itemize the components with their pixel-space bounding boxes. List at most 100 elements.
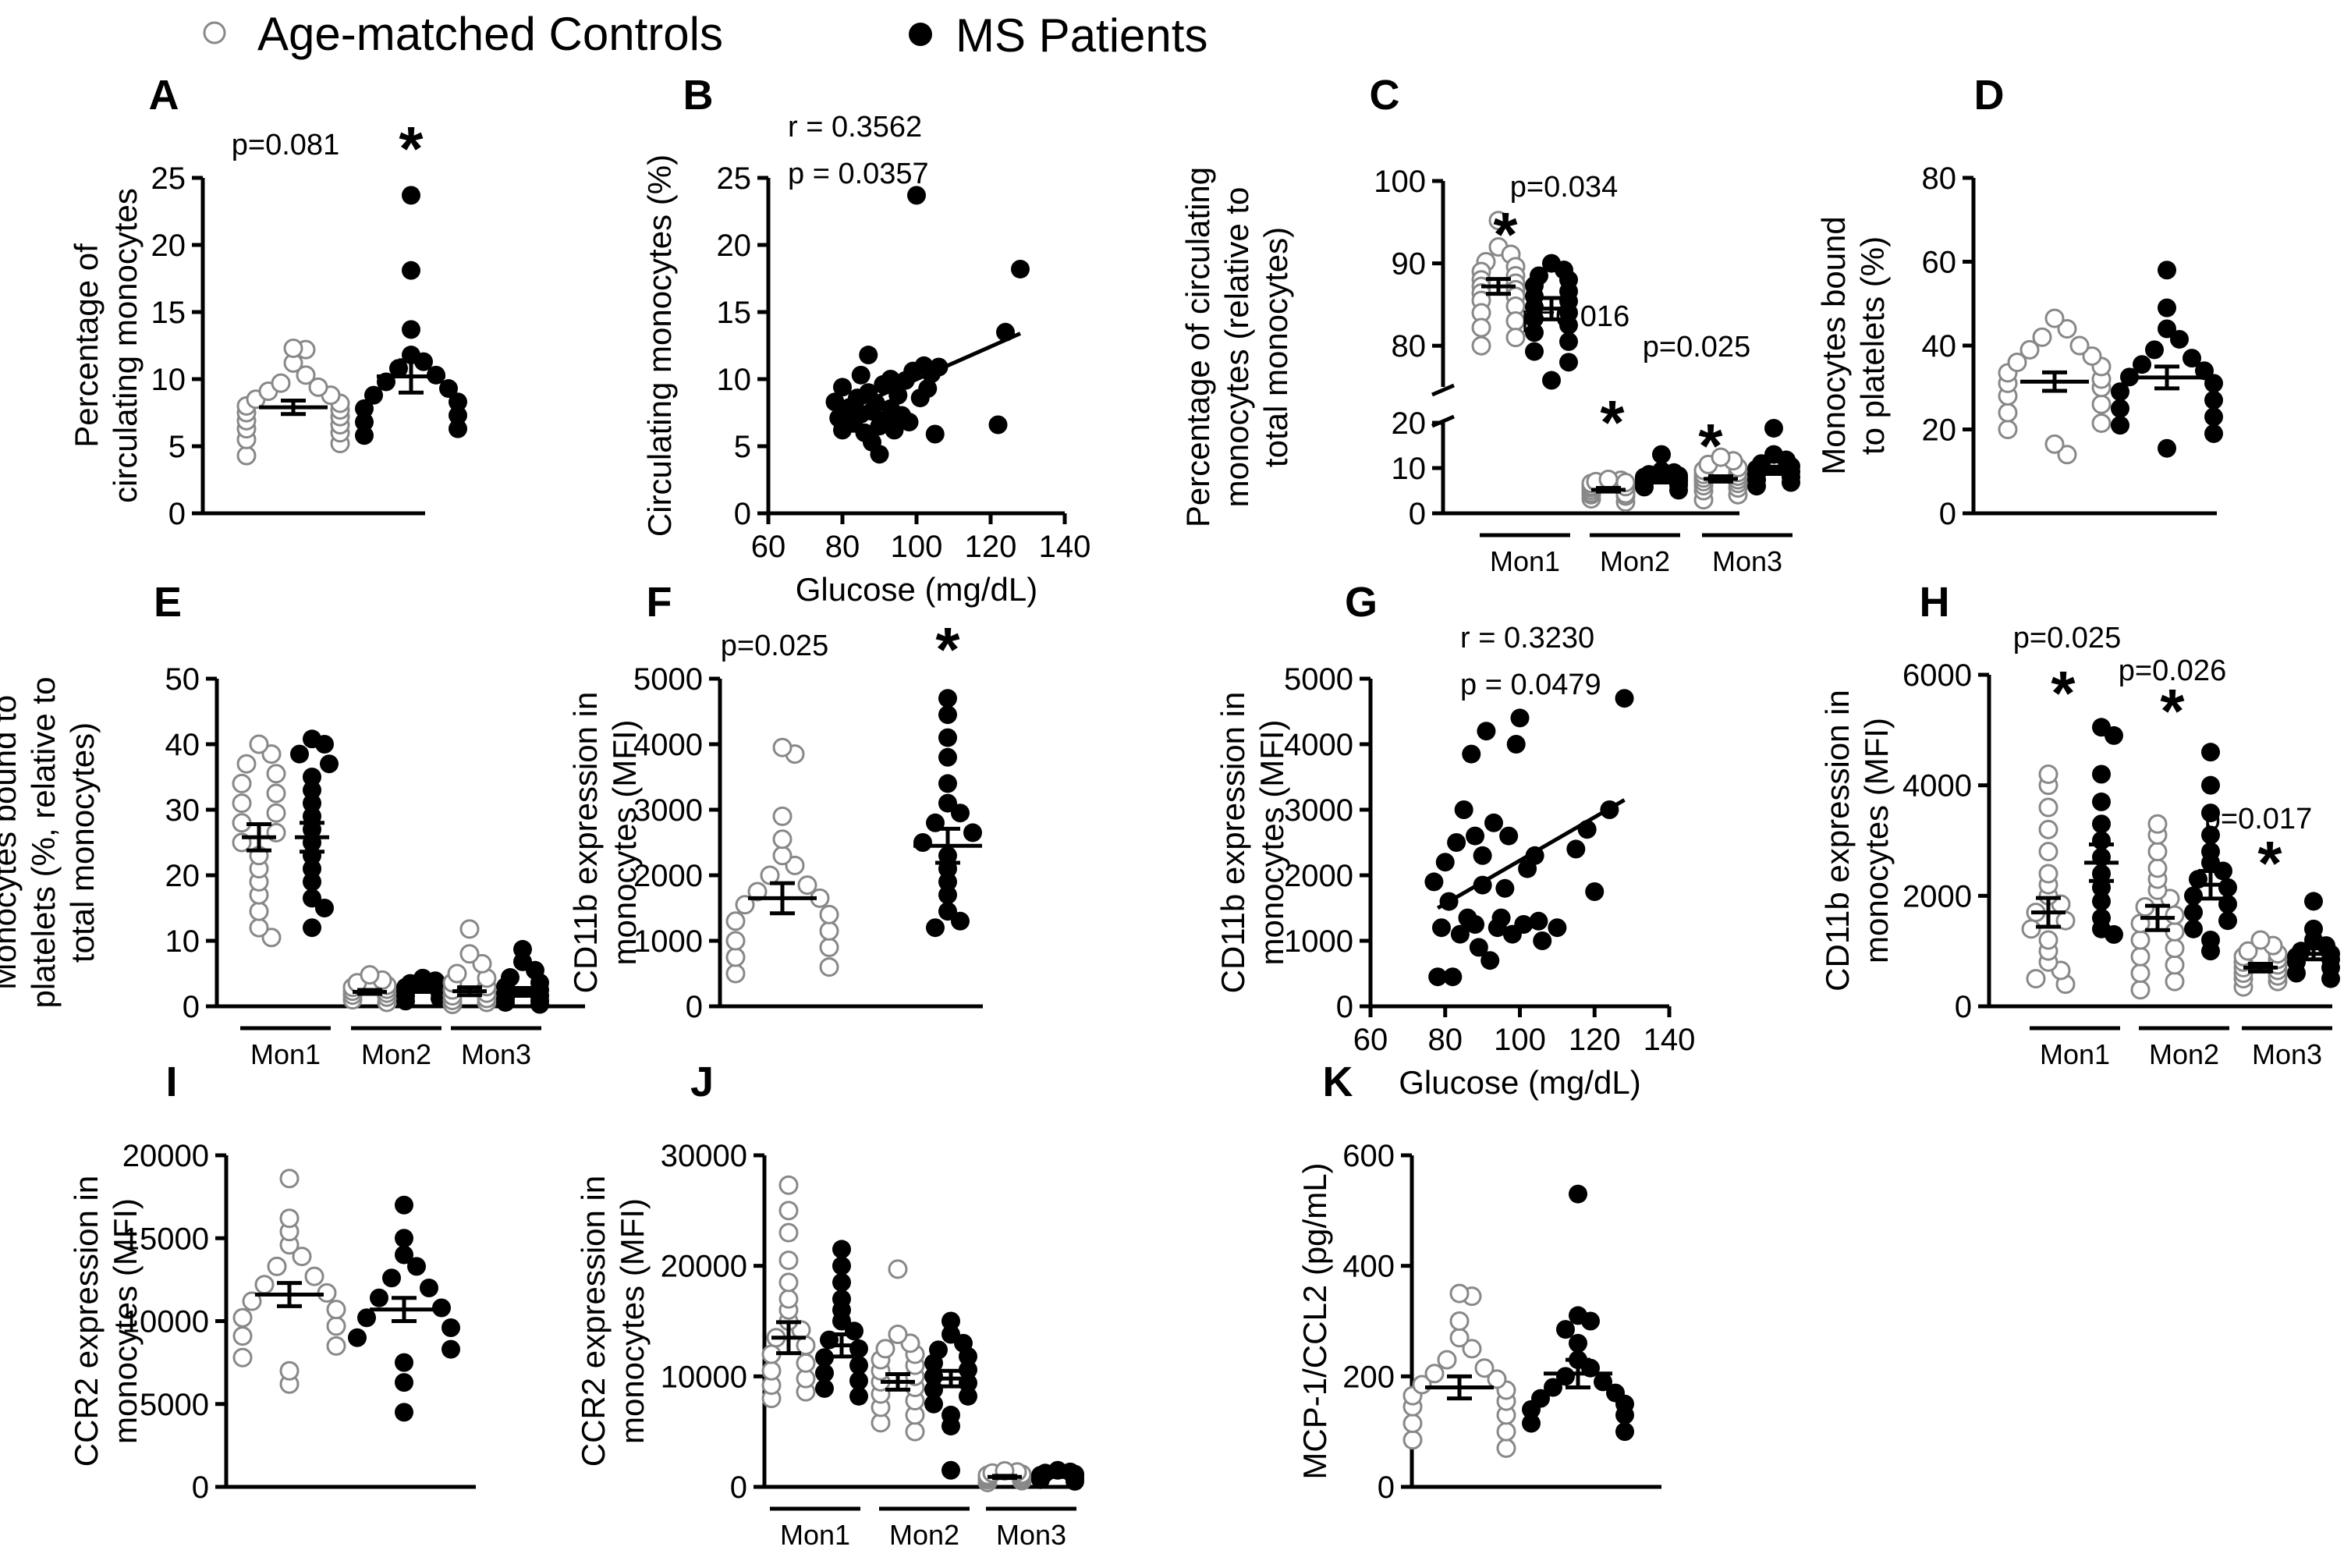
data-point (941, 1311, 960, 1331)
y-tick-label: 0 (168, 497, 186, 531)
data-point (2092, 908, 2111, 928)
data-point (2057, 319, 2077, 339)
data-point (1514, 915, 1534, 934)
significance-star: * (2257, 828, 2282, 898)
data-point (249, 917, 269, 938)
data-point (2133, 355, 2151, 374)
data-point (355, 413, 374, 432)
data-point (1606, 1383, 1625, 1403)
y-tick-label: 0 (686, 990, 703, 1024)
data-point (1615, 689, 1634, 708)
significance-star: * (399, 114, 424, 183)
significance-star: * (1600, 388, 1625, 457)
category-label: Mon3 (461, 1038, 531, 1070)
data-point (772, 806, 793, 826)
y-tick-label: 4000 (1284, 728, 1353, 762)
data-point (2130, 963, 2151, 983)
data-point (725, 947, 746, 967)
y-tick-label: 40 (165, 728, 200, 762)
data-point (1435, 853, 1455, 872)
data-point (1711, 447, 1731, 467)
panel-g: G 0 1000 2000 3000 4000 5000 60 80 100 120 140Gluco… (1215, 579, 1695, 1101)
data-point (918, 379, 938, 399)
y-axis-title: CD11b expression in (1819, 690, 1856, 992)
data-point (2111, 399, 2129, 418)
data-point (459, 919, 480, 939)
data-point (725, 963, 746, 984)
y-tick-label: 40 (1922, 329, 1957, 364)
y-tick-label: 2000 (1284, 859, 1353, 893)
data-point (449, 392, 467, 412)
data-point (395, 1353, 413, 1372)
data-point (1652, 445, 1671, 464)
stat-label: r = 0.3230 (1460, 622, 1594, 655)
data-point (1487, 1369, 1507, 1389)
x-tick-label: 140 (1039, 530, 1091, 564)
data-point (267, 1256, 287, 1276)
y-tick-label: 20 (165, 859, 200, 893)
significance-star: * (2051, 658, 2076, 728)
data-point (449, 406, 467, 425)
data-point (2082, 346, 2102, 366)
data-point (1496, 1421, 1516, 1442)
data-point (402, 186, 420, 205)
data-point (2184, 886, 2203, 906)
y-axis-title: monocytes (MFI) (1858, 718, 1895, 963)
data-point (1471, 318, 1491, 338)
y-tick-label: 30000 (661, 1139, 747, 1173)
data-point (2091, 394, 2112, 414)
data-point (2147, 858, 2168, 878)
y-tick-label: 25 (151, 161, 186, 196)
y-axis-title: total monocytes) (1257, 227, 1294, 467)
panel-i: I 0 5000 10000 15000 20000 CCR2 expression in m… (68, 1059, 476, 1505)
data-point (938, 689, 957, 708)
data-point (2158, 298, 2176, 318)
data-point (303, 889, 321, 908)
data-point (232, 1307, 253, 1328)
y-tick-label: 15000 (122, 1222, 209, 1256)
data-point (2092, 792, 2111, 811)
y-tick-label: 3000 (1284, 793, 1353, 828)
data-point (232, 1347, 253, 1368)
data-point (815, 1364, 834, 1383)
data-point (988, 415, 1008, 435)
data-point (905, 1421, 925, 1442)
data-point (778, 1175, 799, 1195)
y-tick-label: 10000 (122, 1305, 209, 1339)
x-tick-label: 120 (965, 530, 1017, 564)
y-axis-title: MCP-1/CCL2 (pg/mL) (1296, 1162, 1333, 1479)
data-point (849, 1371, 868, 1390)
data-point (929, 1340, 948, 1360)
data-point (819, 921, 839, 941)
y-tick-label: 90 (1392, 247, 1427, 282)
data-point (2057, 445, 2077, 465)
y-axis-title: Circulating monocytes (%) (641, 154, 678, 537)
data-point (2204, 407, 2223, 427)
p-value-label: p=0.034 (1510, 171, 1618, 204)
stat-label: p = 0.0479 (1460, 669, 1601, 701)
data-point (472, 953, 492, 974)
y-tick-label: 400 (1342, 1250, 1395, 1284)
y-tick-label: 200 (1342, 1360, 1395, 1394)
y-axis-title: monocytes (MFI) (1254, 719, 1290, 965)
y-tick-label: 10 (151, 363, 186, 397)
data-point (1556, 1367, 1575, 1386)
data-point (290, 744, 309, 764)
y-axis-title: CCR2 expression in (575, 1176, 612, 1467)
data-point (1569, 1306, 1587, 1325)
y-tick-label: 2000 (1902, 879, 1972, 913)
data-point (938, 902, 957, 921)
data-point (938, 872, 957, 892)
data-point (447, 963, 467, 984)
category-label: Mon2 (1600, 545, 1670, 577)
panel-c: C 80 90 100 0 10 20 Percentage of circulating mo… (1179, 72, 1800, 577)
data-point (2092, 764, 2111, 784)
data-point (772, 829, 793, 850)
y-tick-label: 10 (1392, 452, 1427, 486)
y-axis-title: Percentage of (68, 243, 105, 448)
data-point (1998, 403, 2018, 423)
data-point (1569, 1333, 1587, 1353)
y-axis-title: platelets (%, relative to (25, 677, 62, 1009)
data-point (370, 1288, 388, 1307)
